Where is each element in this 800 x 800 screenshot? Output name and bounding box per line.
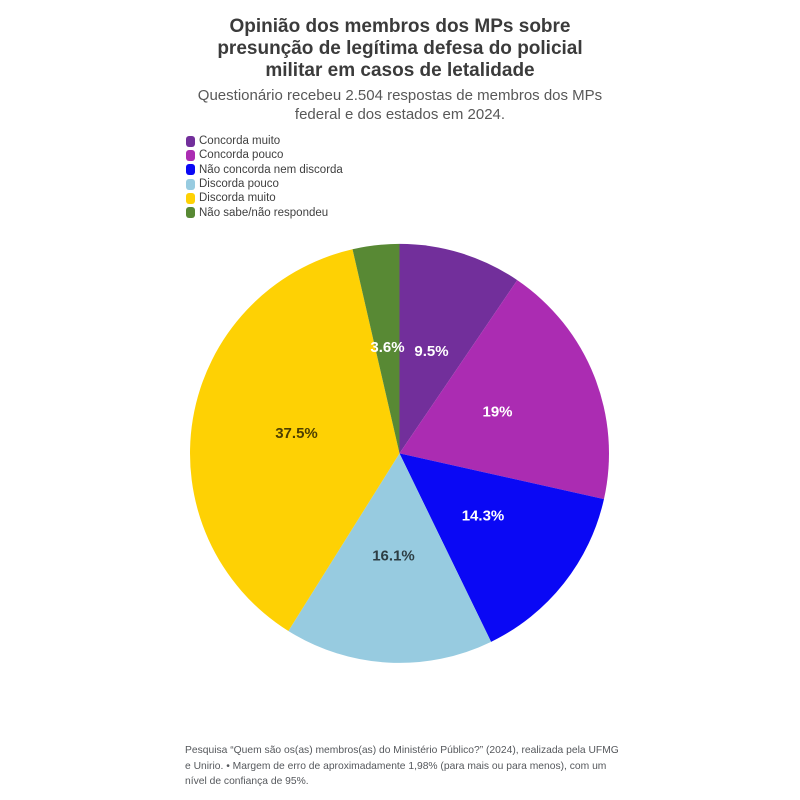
svg-text:37.5%: 37.5% xyxy=(275,425,318,442)
svg-text:19%: 19% xyxy=(482,404,512,421)
svg-text:3.6%: 3.6% xyxy=(370,339,404,356)
svg-text:14.3%: 14.3% xyxy=(462,508,505,525)
svg-text:9.5%: 9.5% xyxy=(414,343,448,360)
svg-text:16.1%: 16.1% xyxy=(372,548,415,565)
